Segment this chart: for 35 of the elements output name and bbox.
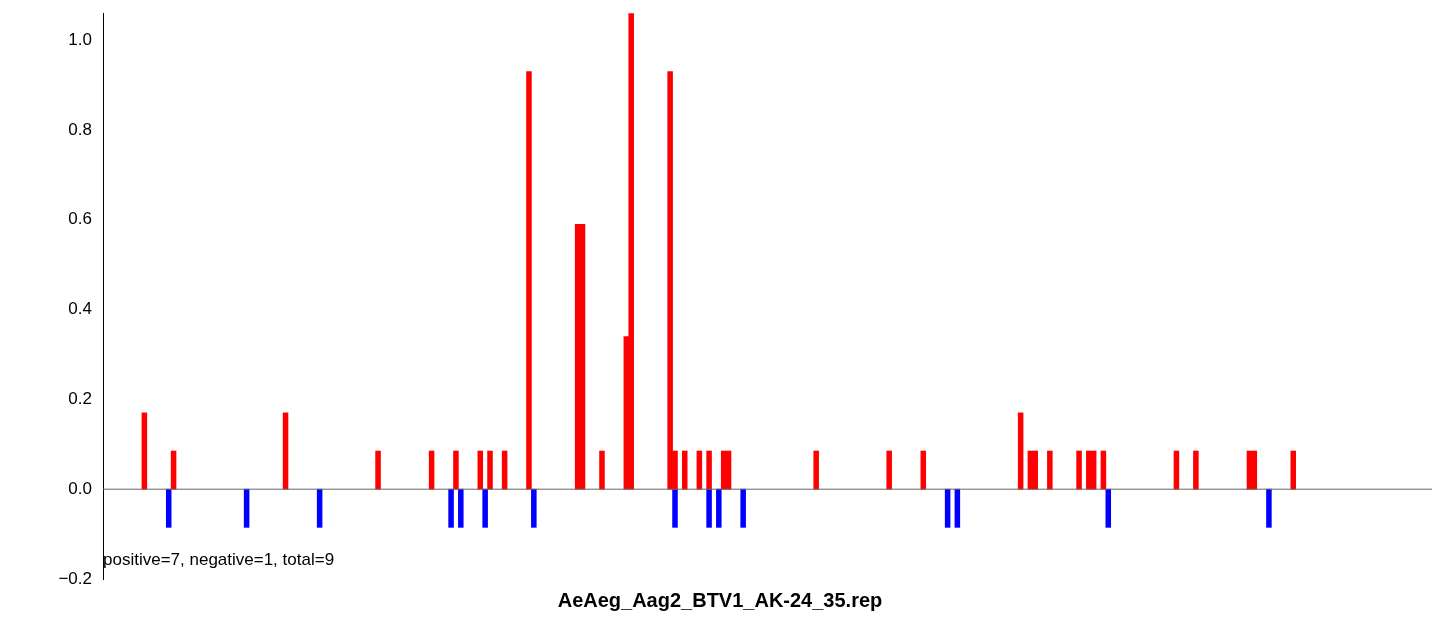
y-tick-label: −0.2 bbox=[58, 568, 92, 588]
bar bbox=[599, 450, 605, 490]
y-tick-label: 1.0 bbox=[68, 29, 92, 49]
bar bbox=[681, 450, 688, 490]
annotation: positive=7, negative=1, total=9 bbox=[103, 550, 335, 569]
bar bbox=[716, 488, 722, 528]
y-tick-label: 0.2 bbox=[68, 389, 92, 409]
y-tick-label: 0.4 bbox=[68, 299, 92, 319]
bar bbox=[1047, 450, 1053, 490]
bar bbox=[1290, 450, 1297, 490]
y-tick-label: 0.6 bbox=[68, 209, 92, 229]
bar bbox=[740, 488, 746, 528]
bar bbox=[574, 223, 581, 490]
bar bbox=[706, 488, 712, 528]
bar bbox=[1193, 450, 1199, 490]
bar bbox=[813, 450, 819, 490]
bar bbox=[672, 488, 678, 528]
bar bbox=[886, 450, 892, 490]
bar bbox=[448, 488, 454, 528]
text: AeAeg_Aag2_BTV1_AK-24_35.rep bbox=[557, 588, 883, 611]
bar bbox=[482, 488, 488, 528]
bar bbox=[579, 223, 586, 490]
bar bbox=[1032, 450, 1039, 490]
y-tick-label: 0.8 bbox=[68, 119, 92, 139]
bar bbox=[487, 450, 493, 490]
bar bbox=[375, 450, 381, 490]
bar bbox=[628, 13, 634, 490]
bar bbox=[526, 71, 532, 490]
bar bbox=[706, 450, 712, 490]
bar bbox=[453, 450, 459, 490]
bar bbox=[458, 488, 464, 528]
bar bbox=[1266, 488, 1272, 528]
bar bbox=[1076, 450, 1082, 490]
bar bbox=[531, 488, 537, 528]
y-tick-label: 0.0 bbox=[68, 478, 92, 498]
